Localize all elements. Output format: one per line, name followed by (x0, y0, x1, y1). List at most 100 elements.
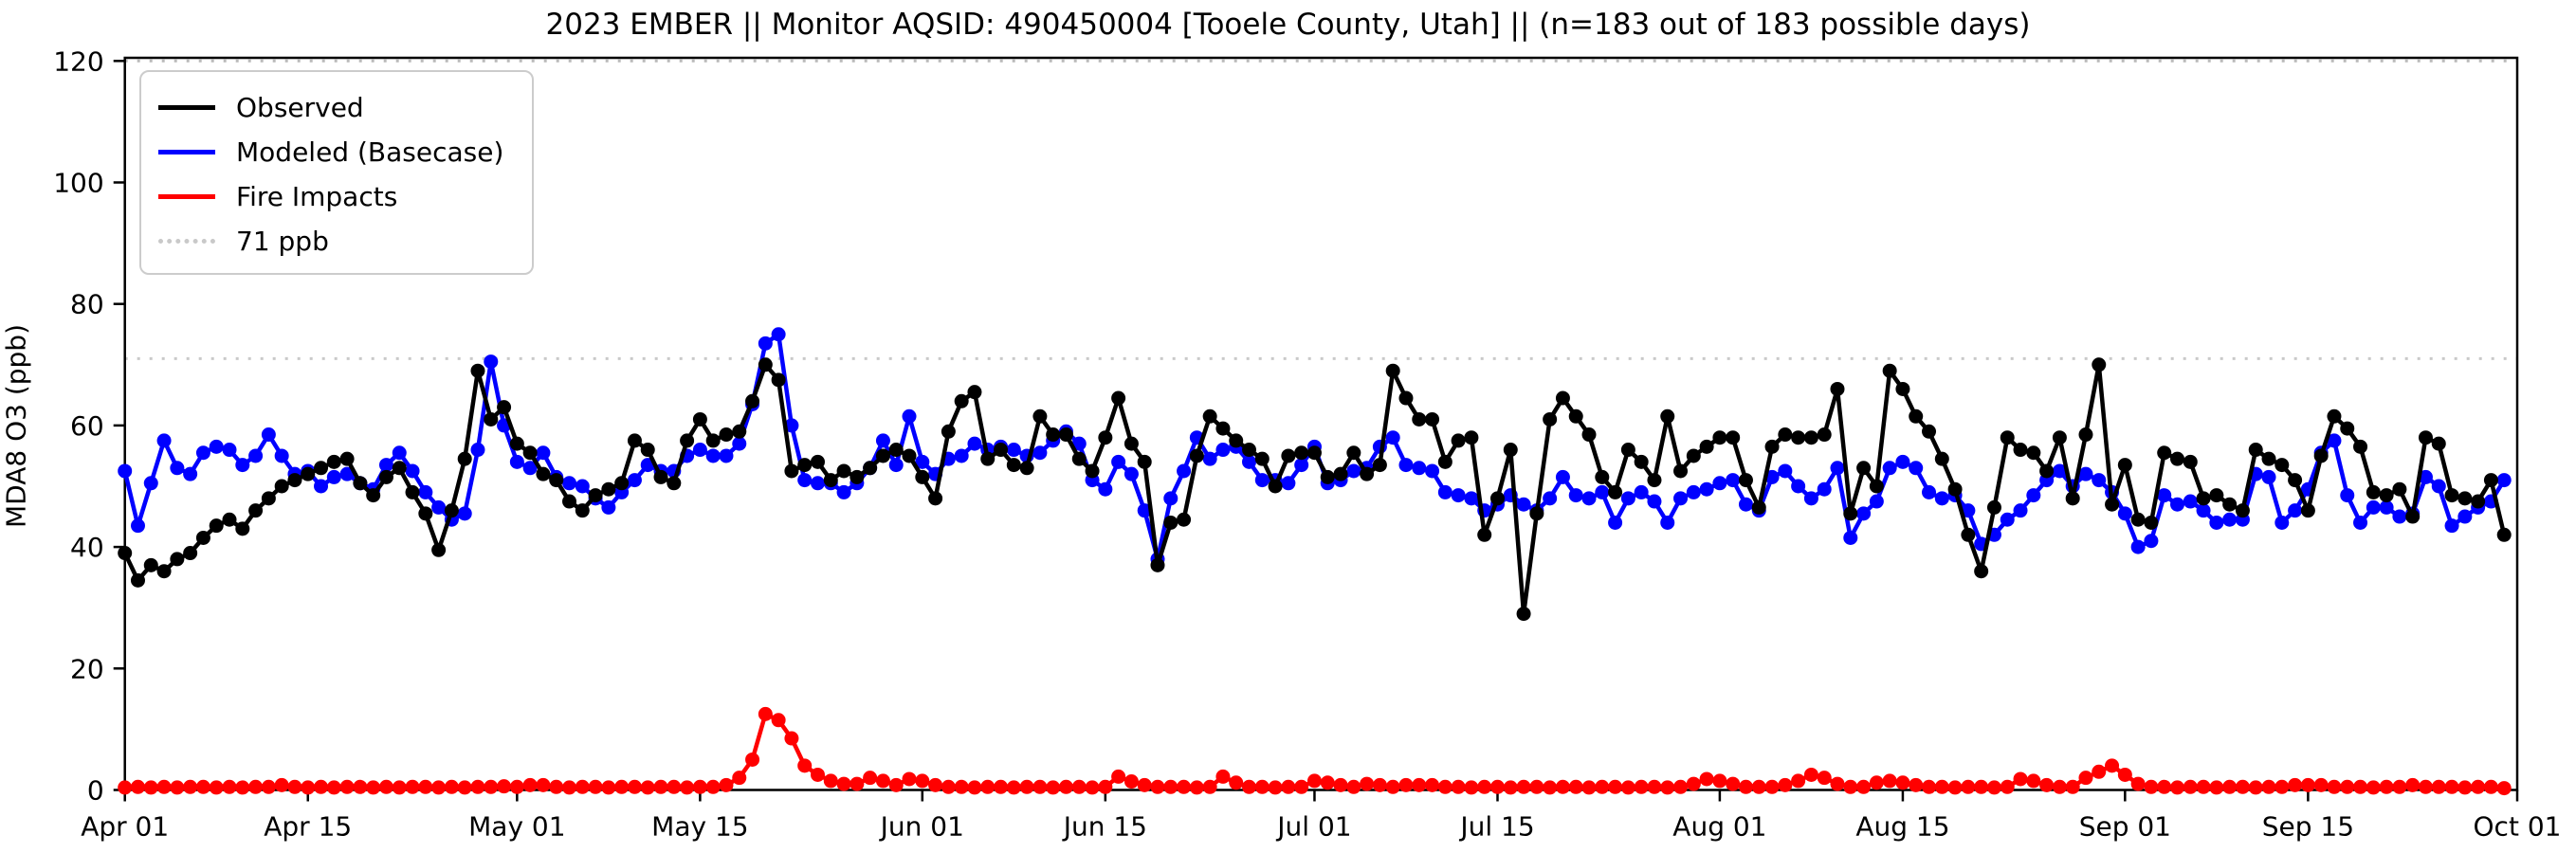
data-point (314, 461, 329, 476)
legend-label: Observed (236, 92, 364, 123)
data-point (1215, 769, 1231, 784)
x-tick-label: Apr 01 (81, 811, 169, 843)
data-point (1019, 461, 1034, 476)
data-point (2196, 491, 2211, 506)
x-tick-label: Sep 15 (2262, 811, 2354, 843)
data-point (1843, 779, 1858, 794)
data-point (614, 779, 630, 794)
data-point (2039, 777, 2055, 792)
data-point (1451, 779, 1466, 794)
data-point (118, 463, 133, 479)
data-point (1477, 779, 1492, 794)
data-point (980, 451, 996, 466)
data-point (2157, 779, 2172, 794)
data-point (705, 779, 721, 794)
data-point (2209, 488, 2224, 503)
data-point (248, 448, 264, 463)
data-point (1529, 779, 1544, 794)
data-point (1620, 443, 1635, 458)
data-point (1294, 458, 1309, 473)
data-point (1437, 484, 1452, 499)
data-point (522, 777, 538, 792)
data-point (1686, 776, 1701, 791)
data-point (1803, 430, 1818, 445)
data-point (209, 439, 224, 454)
data-point (994, 779, 1009, 794)
data-point (1660, 515, 1675, 530)
data-point (575, 503, 590, 518)
data-point (1634, 779, 1649, 794)
data-point (1555, 390, 1570, 406)
data-point (2275, 779, 2290, 794)
data-point (1738, 779, 1753, 794)
data-point (1360, 466, 1375, 481)
data-point (1412, 461, 1427, 476)
data-point (431, 542, 447, 557)
data-point (1268, 780, 1283, 795)
data-point (1922, 424, 1937, 439)
data-point (274, 479, 289, 494)
data-point (143, 780, 158, 795)
data-point (431, 780, 447, 795)
data-point (1738, 497, 1753, 512)
data-point (1202, 408, 1217, 424)
data-point (732, 424, 747, 439)
data-point (1869, 775, 1884, 790)
y-tick-label: 20 (70, 653, 104, 684)
data-point (1346, 463, 1361, 479)
data-point (2157, 445, 2172, 461)
data-point (470, 779, 485, 794)
data-point (2144, 779, 2159, 794)
data-point (549, 779, 564, 794)
data-point (863, 771, 878, 786)
data-point (1006, 443, 1021, 458)
series-line (122, 362, 2507, 616)
data-point (1543, 491, 1558, 506)
data-point (287, 779, 302, 794)
data-point (1163, 515, 1178, 530)
legend-label: 71 ppb (236, 226, 329, 257)
data-point (1254, 473, 1270, 488)
data-point (1751, 779, 1766, 794)
data-point (1568, 488, 1583, 503)
data-point (2065, 779, 2080, 794)
data-point (692, 779, 707, 794)
data-point (1974, 779, 1989, 794)
data-point (444, 779, 459, 794)
data-point (1385, 779, 1400, 794)
data-point (339, 451, 355, 466)
data-point (156, 779, 172, 794)
data-point (2000, 430, 2015, 445)
data-point (692, 411, 707, 426)
data-point (1882, 773, 1897, 789)
data-point (680, 780, 695, 795)
data-point (1843, 506, 1858, 521)
data-point (222, 779, 237, 794)
data-point (823, 773, 838, 789)
data-point (2457, 491, 2473, 506)
data-point (1830, 381, 1845, 396)
data-point (1673, 491, 1689, 506)
data-point (1778, 777, 1793, 792)
data-point (1333, 777, 1348, 792)
data-point (418, 484, 433, 499)
data-point (2353, 779, 2368, 794)
data-point (1294, 445, 1309, 461)
data-point (1281, 476, 1296, 491)
data-point (915, 454, 930, 469)
data-point (2313, 448, 2329, 463)
data-point (1634, 484, 1649, 499)
data-point (2183, 779, 2198, 794)
data-point (2248, 780, 2263, 795)
data-point (1071, 436, 1087, 451)
data-point (2483, 779, 2498, 794)
data-point (118, 780, 133, 795)
data-point (1189, 448, 1204, 463)
data-point (2144, 515, 2159, 530)
data-point (509, 779, 524, 794)
data-point (719, 448, 734, 463)
data-point (1189, 780, 1204, 795)
data-point (1058, 427, 1073, 443)
data-point (915, 773, 930, 789)
data-point (314, 779, 329, 794)
